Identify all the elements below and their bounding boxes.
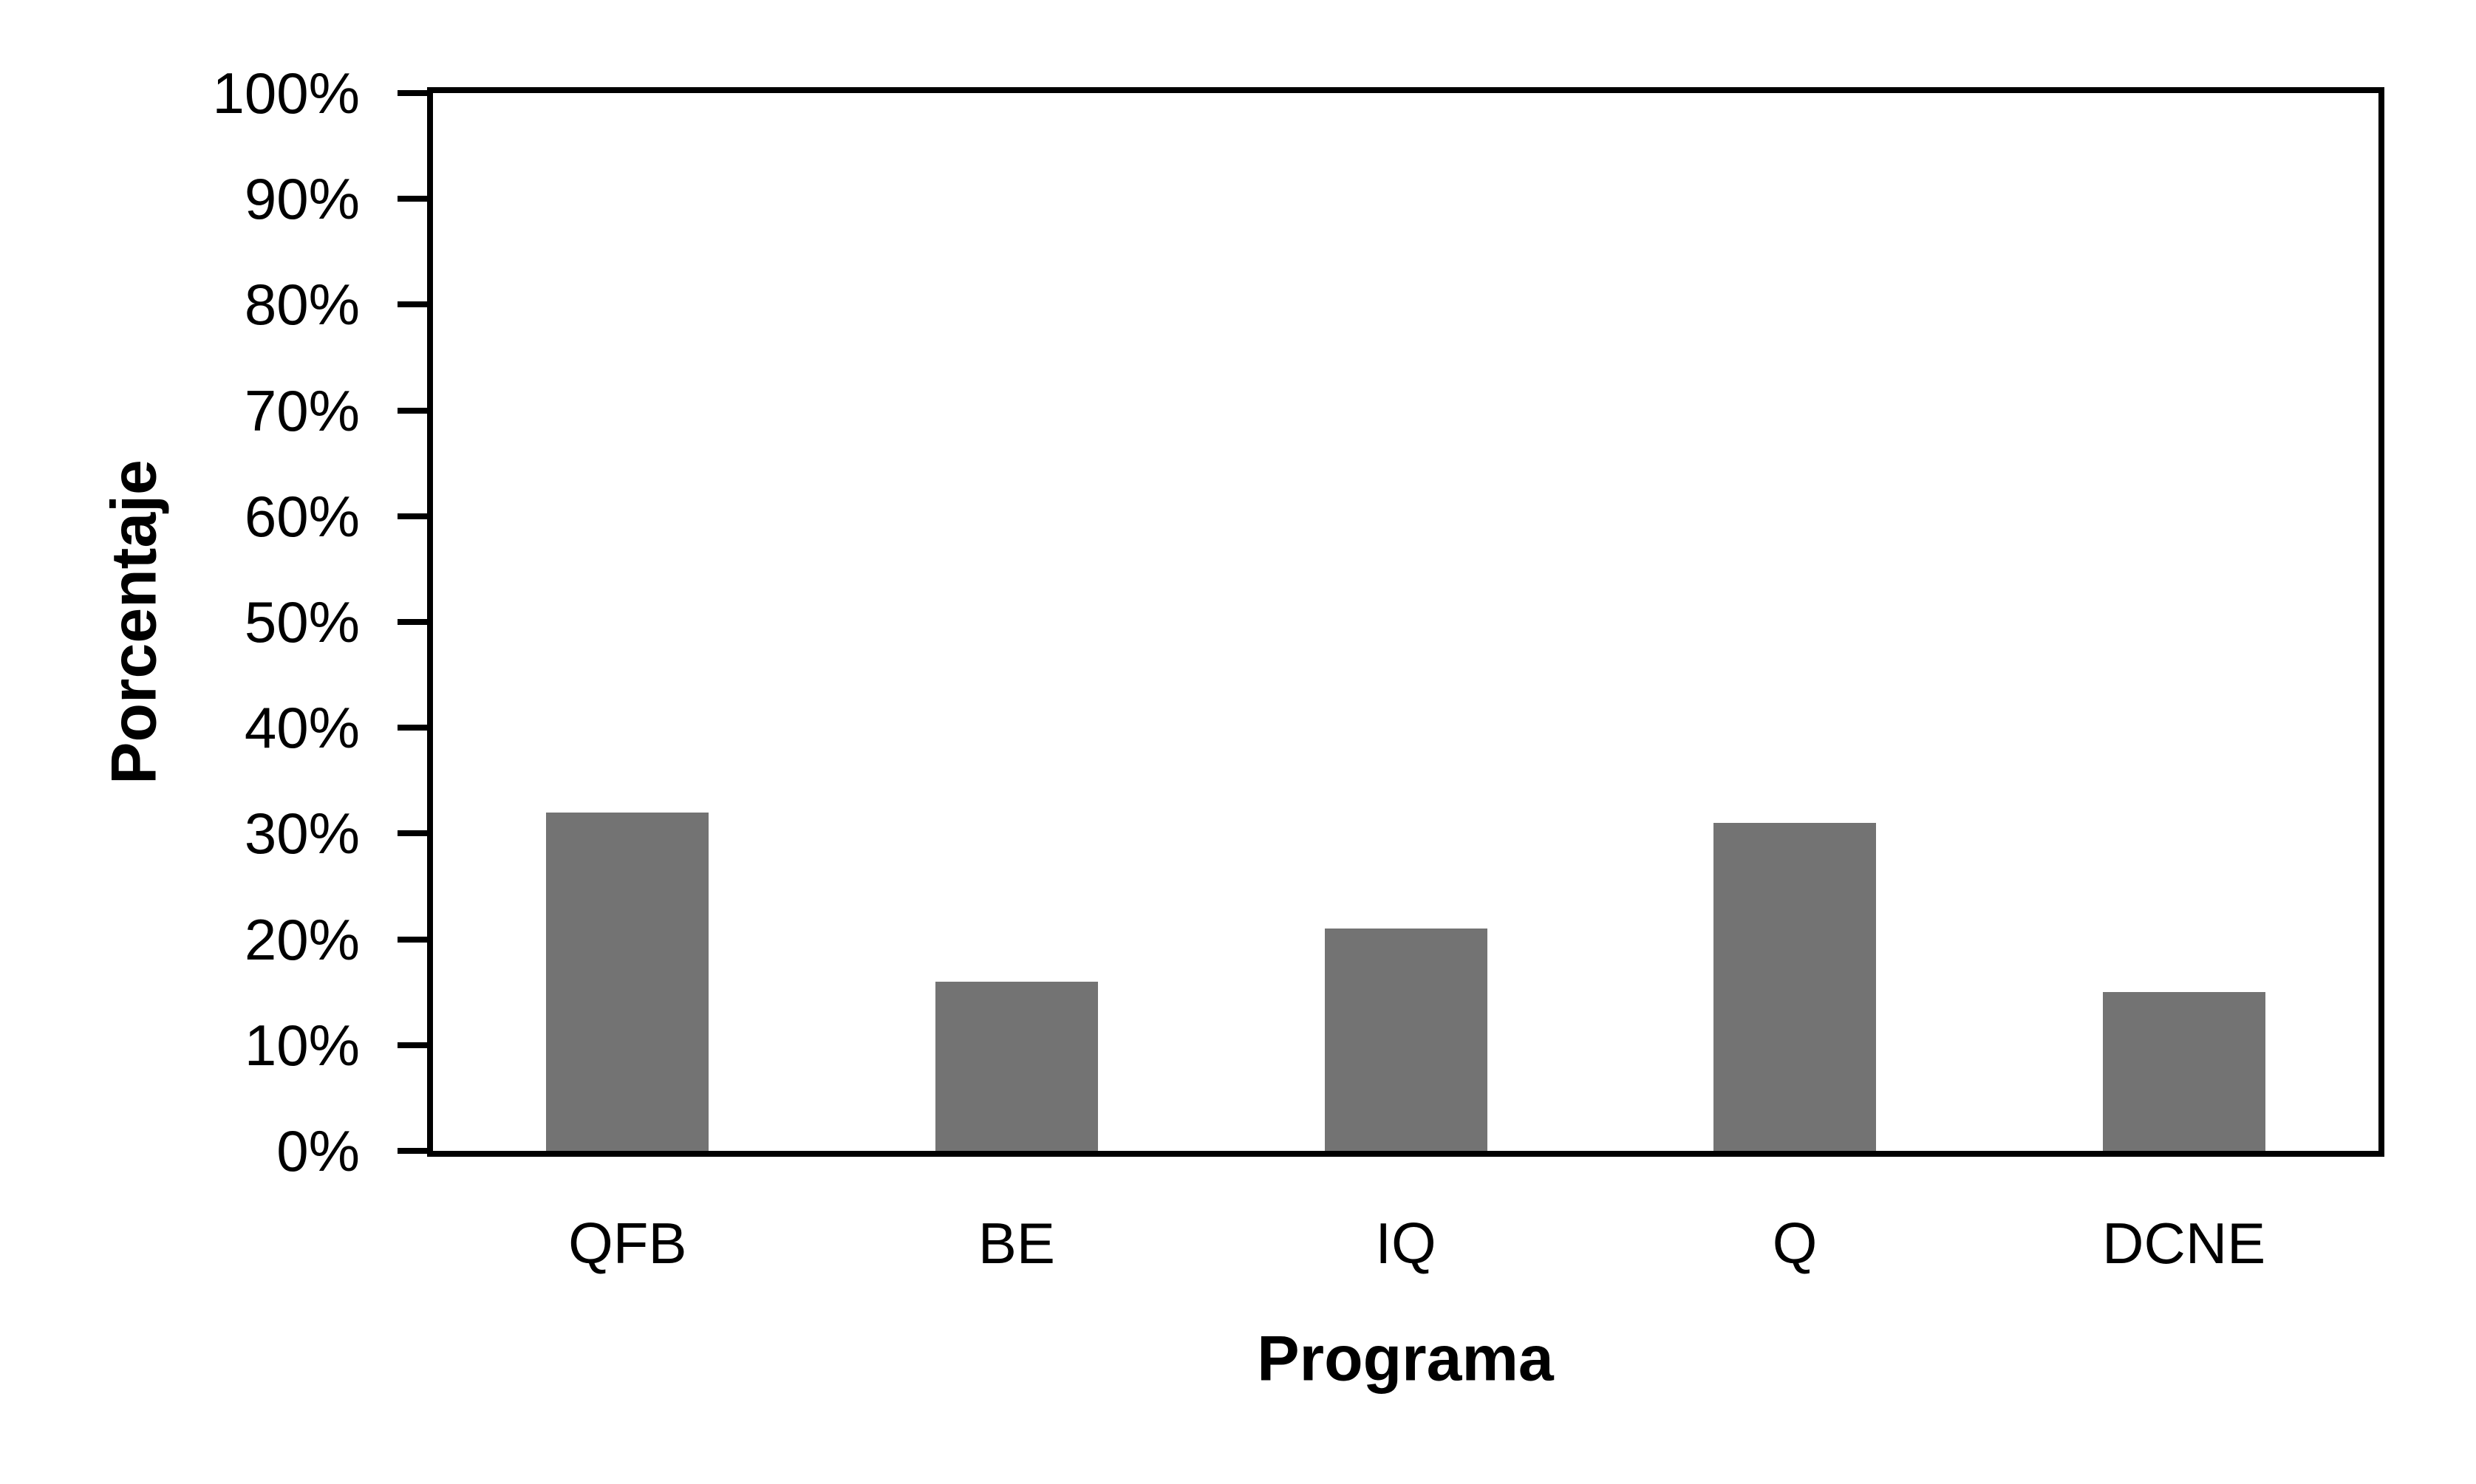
y-tick-label: 70%	[244, 377, 360, 443]
y-tick-mark	[398, 196, 427, 202]
y-tick-label: 80%	[244, 272, 360, 338]
y-tick-label: 100%	[212, 61, 361, 126]
plot-area	[427, 87, 2384, 1157]
y-tick-mark	[398, 1148, 427, 1154]
bar-dcne	[2102, 992, 2265, 1151]
x-axis-title: Programa	[1257, 1323, 1554, 1395]
y-tick-mark	[398, 90, 427, 96]
x-category-label-be: BE	[978, 1211, 1055, 1276]
y-tick-label: 90%	[244, 166, 360, 232]
y-tick-mark	[398, 830, 427, 837]
x-category-label-q: Q	[1772, 1211, 1818, 1276]
y-tick-mark	[398, 1042, 427, 1048]
y-tick-mark	[398, 619, 427, 625]
y-tick-label: 10%	[244, 1012, 360, 1078]
bar-be	[935, 981, 1098, 1151]
y-tick-mark	[398, 725, 427, 731]
y-tick-mark	[398, 301, 427, 308]
y-tick-label: 40%	[244, 695, 360, 761]
bar-q	[1713, 823, 1877, 1151]
bar-qfb	[546, 812, 709, 1151]
y-tick-mark	[398, 513, 427, 519]
x-category-label-dcne: DCNE	[2102, 1211, 2266, 1276]
x-category-label-iq: IQ	[1375, 1211, 1436, 1276]
x-category-label-qfb: QFB	[568, 1211, 687, 1276]
y-tick-label: 50%	[244, 589, 360, 654]
y-tick-label: 0%	[276, 1118, 360, 1183]
bar-iq	[1324, 929, 1487, 1151]
y-tick-mark	[398, 407, 427, 414]
y-tick-mark	[398, 936, 427, 943]
y-tick-label: 20%	[244, 906, 360, 972]
y-tick-label: 30%	[244, 801, 360, 866]
y-tick-label: 60%	[244, 483, 360, 549]
